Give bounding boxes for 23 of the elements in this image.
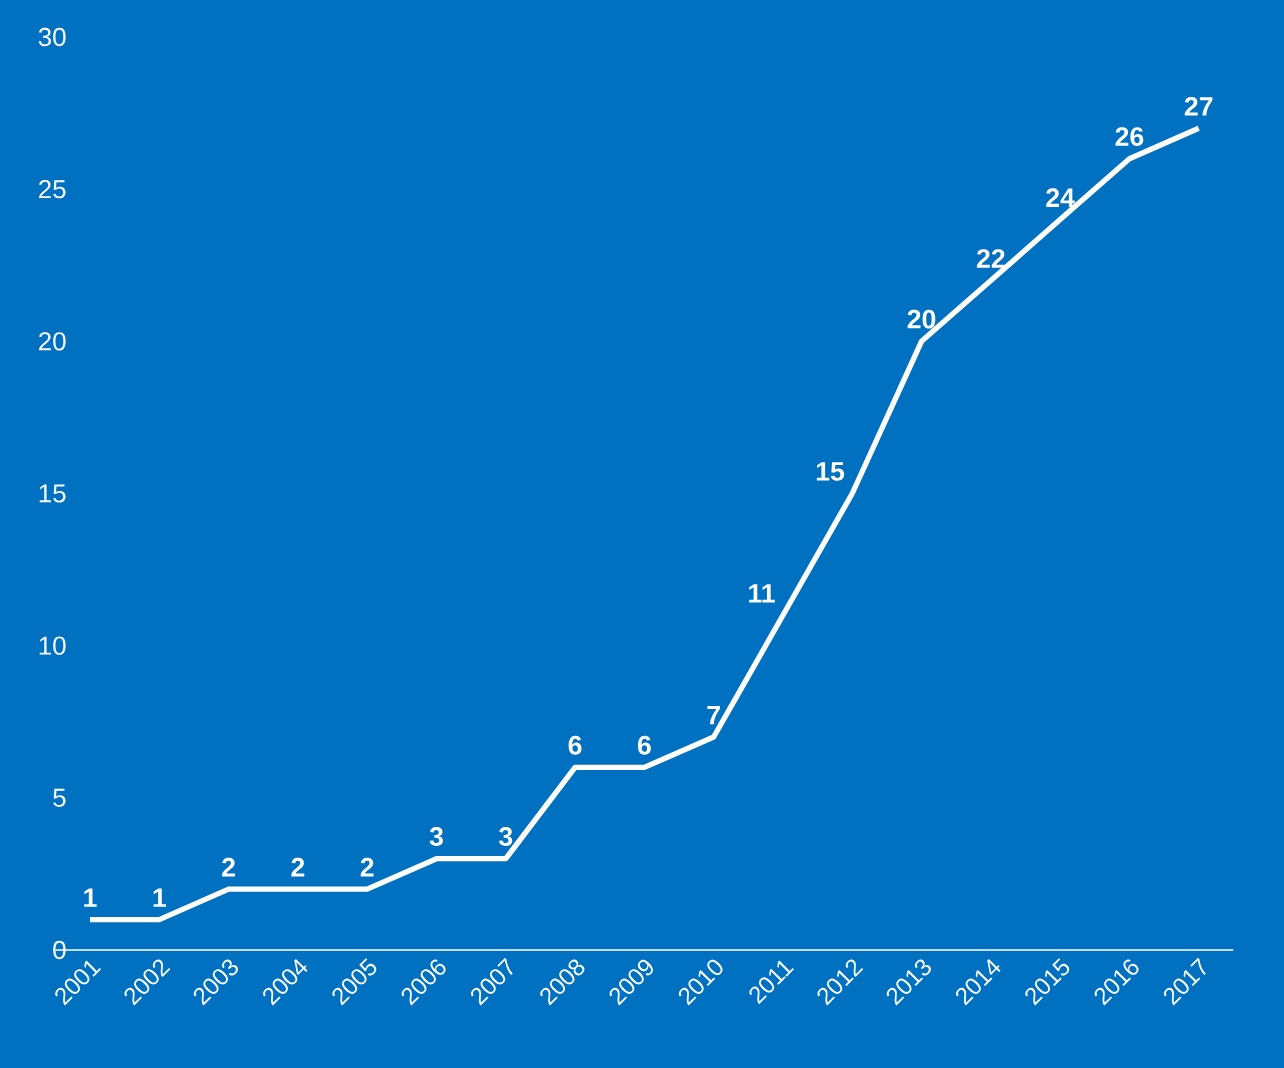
data-label: 1	[84, 888, 97, 907]
data-label: 6	[568, 735, 582, 755]
data-label: 3	[429, 827, 443, 846]
y-tick-label: 15	[39, 484, 66, 503]
y-tick-label: 20	[39, 332, 66, 351]
data-label: 2	[222, 857, 235, 877]
data-label: 6	[637, 735, 651, 755]
data-label: 22	[976, 249, 1005, 268]
data-label: 15	[816, 462, 845, 481]
data-label: 2	[291, 857, 305, 877]
data-label: 1	[153, 888, 166, 907]
data-label: 27	[1184, 96, 1213, 116]
data-label: 11	[749, 584, 775, 603]
data-label: 7	[707, 705, 720, 725]
data-label: 2	[360, 857, 374, 877]
y-tick-label: 10	[39, 636, 66, 655]
y-tick-label: 30	[38, 27, 66, 47]
y-tick-label: 5	[53, 788, 66, 807]
data-label: 24	[1046, 188, 1075, 207]
y-tick-label: 25	[39, 179, 66, 199]
data-label: 20	[907, 309, 936, 329]
data-label: 3	[498, 827, 513, 846]
data-label: 26	[1115, 127, 1144, 147]
